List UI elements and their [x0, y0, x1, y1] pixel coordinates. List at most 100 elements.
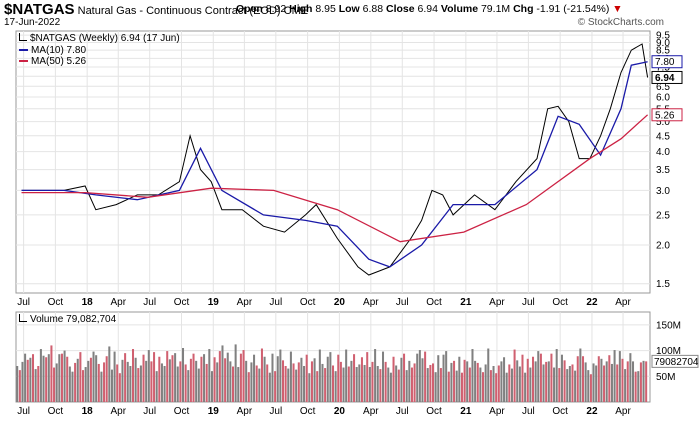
x-tick-label-volume: Jul — [143, 406, 156, 417]
x-tick-label-volume: 18 — [82, 406, 94, 417]
volume-bar — [563, 360, 566, 402]
ma50-swatch-icon — [19, 60, 28, 63]
volume-bar — [287, 368, 290, 402]
volume-bar — [281, 360, 285, 402]
volume-bar — [158, 356, 161, 402]
volume-bar — [245, 360, 248, 402]
volume-bar — [474, 360, 477, 402]
volume-bar — [476, 362, 479, 402]
volume-bar — [450, 362, 453, 402]
volume-bar — [268, 372, 271, 402]
volume-bar — [208, 349, 211, 402]
volume-bar — [292, 363, 295, 402]
volume-bar — [363, 364, 366, 402]
volume-bar — [213, 357, 216, 402]
volume-bar — [358, 364, 361, 402]
volume-bar — [260, 348, 263, 402]
volume-bar — [579, 348, 582, 402]
volume-bar — [116, 364, 119, 402]
volume-bar — [34, 369, 37, 402]
x-tick-label-volume: Oct — [174, 406, 190, 417]
volume-bar — [200, 356, 203, 402]
volume-bar — [437, 355, 440, 402]
volume-bar — [510, 368, 513, 402]
volume-bar — [234, 344, 237, 402]
volume-bar — [326, 356, 329, 402]
volume-bar — [371, 361, 374, 402]
volume-bar — [316, 371, 319, 402]
volume-bar — [171, 355, 174, 402]
x-tick-label-volume: Oct — [552, 406, 568, 417]
volume-bar — [413, 363, 416, 402]
volume-bar — [131, 349, 135, 402]
volume-bar — [471, 349, 474, 402]
volume-bar — [460, 372, 463, 402]
y-tick-label: 3.0 — [656, 186, 670, 197]
volume-bar — [376, 366, 379, 402]
volume-bar — [113, 351, 116, 402]
volume-bar — [571, 364, 574, 402]
change-label: Chg — [513, 3, 534, 15]
volume-bar — [31, 354, 35, 402]
volume-bar — [58, 354, 61, 402]
volume-bar — [63, 350, 66, 402]
volume-bar — [600, 358, 603, 402]
volume-bar — [560, 354, 563, 402]
volume-bar — [189, 358, 192, 402]
volume-bar — [124, 353, 127, 402]
volume-bar — [518, 366, 521, 402]
volume-bar — [110, 369, 113, 402]
high-value: 8.95 — [315, 3, 336, 15]
volume-bar — [458, 356, 461, 402]
volume-bar — [221, 345, 224, 402]
volume-bar — [37, 366, 40, 402]
bar-chart-icon — [19, 314, 27, 322]
volume-bar — [342, 367, 345, 402]
volume-bar — [324, 368, 327, 402]
volume-value: 79.1M — [480, 3, 511, 15]
volume-bar — [42, 355, 45, 402]
x-tick-label-volume: Jul — [396, 406, 409, 417]
volume-bar — [616, 364, 619, 402]
volume-bar — [542, 364, 545, 402]
volume-bar — [24, 353, 27, 402]
legend-price-label: $NATGAS (Weekly) 6.94 (17 Jun) — [30, 33, 180, 44]
volume-bar — [431, 363, 435, 402]
volume-bar — [150, 361, 153, 402]
ohlc-summary: Open 8.92 High 8.95 Low 6.88 Close 6.94 … — [236, 3, 623, 15]
volume-bar — [197, 368, 200, 402]
price-line — [21, 43, 649, 276]
volume-bar — [626, 361, 629, 402]
x-tick-label-volume: Apr — [615, 406, 631, 417]
volume-bar — [166, 351, 169, 402]
volume-bar — [568, 366, 571, 402]
volume-bar — [84, 367, 87, 402]
x-tick-label: Apr — [237, 297, 253, 308]
volume-bar — [337, 354, 340, 402]
volume-bar — [508, 364, 511, 402]
volume-bar — [203, 354, 206, 402]
volume-bar — [137, 368, 140, 402]
volume-bar — [255, 365, 258, 402]
ticker-symbol[interactable]: $NATGAS — [4, 1, 75, 18]
close-value-tag-label: 6.94 — [655, 73, 675, 84]
down-arrow-icon: ▼ — [612, 3, 623, 15]
y-tick-label: 2.5 — [656, 210, 670, 221]
y-tick-label: 6.0 — [656, 93, 670, 104]
volume-bar — [403, 353, 406, 402]
volume-bar — [142, 354, 145, 402]
volume-bar — [16, 366, 19, 402]
volume-bar — [479, 367, 482, 402]
ma50-line — [21, 114, 649, 243]
volume-bar — [374, 349, 377, 402]
volume-bar — [379, 369, 382, 402]
x-tick-label: 18 — [82, 297, 94, 308]
volume-bar — [558, 368, 561, 402]
close-label: Close — [386, 3, 415, 15]
volume-bar — [321, 363, 324, 402]
volume-bar — [418, 350, 421, 402]
volume-bar — [531, 356, 535, 402]
volume-bar — [581, 356, 585, 402]
volume-bar — [276, 356, 279, 402]
volume-bar — [566, 369, 569, 402]
